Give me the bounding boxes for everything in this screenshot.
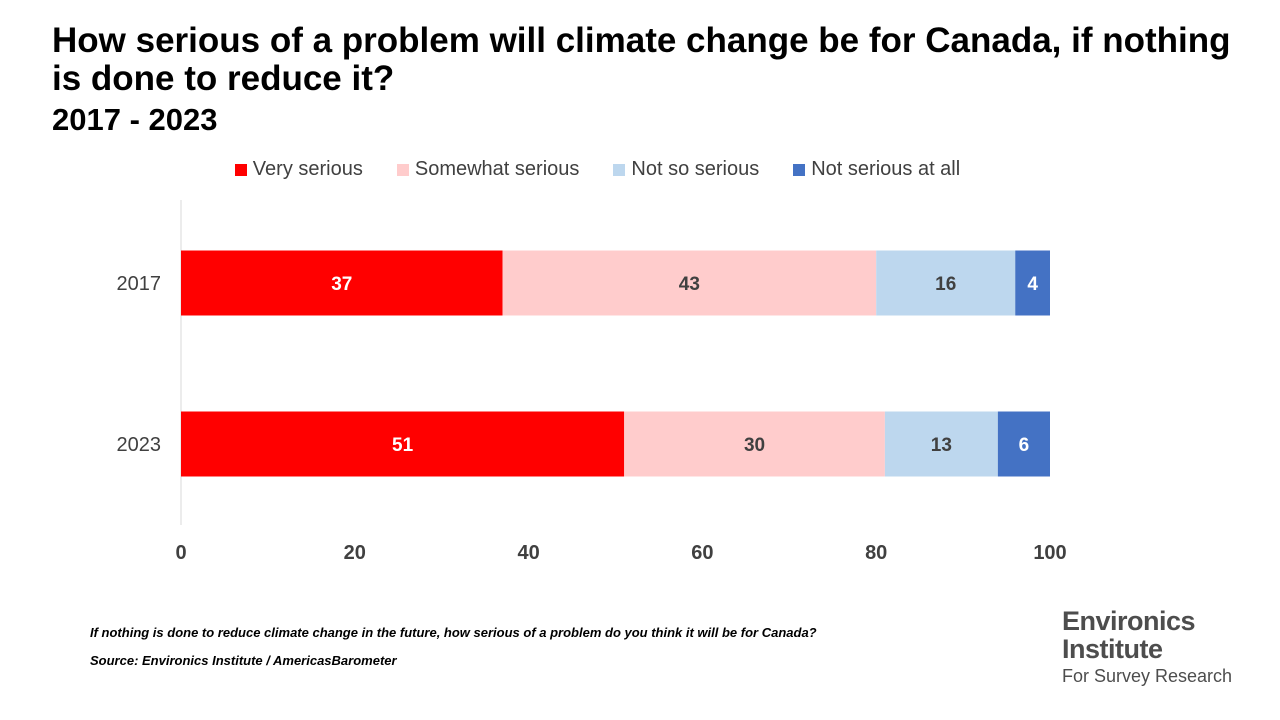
x-tick-label: 0 — [175, 542, 186, 564]
legend-item-1: Very serious — [234, 158, 363, 181]
data-label: 43 — [679, 274, 700, 295]
bar-segment — [502, 250, 877, 316]
legend-label: Very serious — [252, 158, 363, 180]
legend-swatch — [234, 163, 247, 176]
legend-swatch — [793, 163, 806, 176]
x-tick-label: 80 — [865, 542, 887, 564]
chart-legend: Very serious Somewhat serious Not so serio… — [0, 158, 1195, 181]
legend-swatch — [613, 163, 626, 176]
data-label: 16 — [935, 274, 956, 295]
data-label: 51 — [392, 435, 414, 456]
bar-segment — [997, 411, 1050, 477]
bar-segment — [884, 411, 998, 477]
legend-item-2: Somewhat serious — [396, 158, 580, 181]
chart-subtitle: 2017 - 2023 — [52, 102, 218, 137]
source-note: Source: Environics Institute / AmericasB… — [90, 653, 397, 668]
category-label: 2023 — [117, 434, 162, 456]
data-label: 30 — [744, 435, 765, 456]
data-label: 13 — [931, 435, 952, 456]
legend-item-3: Not so serious — [613, 158, 759, 181]
environics-logo: Environics Institute For Survey Research — [1062, 606, 1233, 686]
legend-item-4: Not serious at all — [793, 158, 960, 181]
legend-label: Not so serious — [631, 158, 760, 180]
bar-segment — [181, 250, 503, 316]
x-tick-label: 40 — [517, 542, 539, 564]
logo-line-3: For Survey Research — [1062, 666, 1233, 686]
x-tick-label: 20 — [344, 542, 366, 564]
survey-question-note: If nothing is done to reduce climate cha… — [90, 625, 817, 640]
chart-title: How serious of a problem will climate ch… — [52, 21, 1231, 98]
logo-line-1: Environics — [1062, 606, 1196, 636]
data-label: 4 — [1027, 274, 1038, 295]
legend-label: Not serious at all — [811, 158, 961, 180]
data-label: 37 — [331, 274, 352, 295]
data-label: 6 — [1019, 435, 1030, 456]
bar-segment — [876, 250, 1016, 316]
legend-swatch — [396, 163, 409, 176]
category-label: 2017 — [117, 273, 162, 295]
x-tick-label: 60 — [691, 542, 713, 564]
logo-line-2: Institute — [1062, 634, 1163, 664]
bar-segment — [181, 411, 625, 477]
x-tick-label: 100 — [1033, 542, 1066, 564]
bar-segment — [1015, 250, 1050, 316]
bar-segment — [624, 411, 885, 477]
legend-label: Somewhat serious — [414, 158, 580, 180]
